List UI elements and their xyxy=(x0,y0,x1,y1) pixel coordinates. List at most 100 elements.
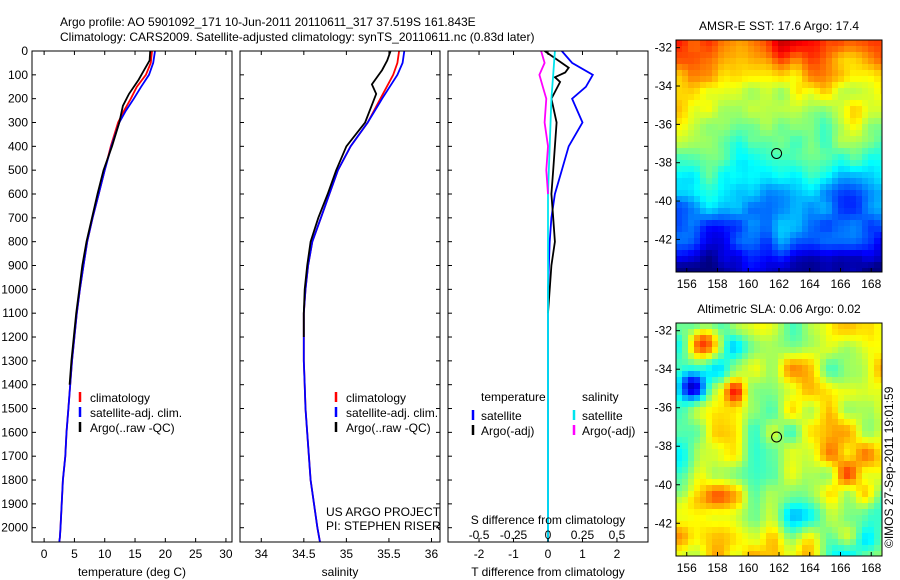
temperature-profile-ytick-label: 1400 xyxy=(1,378,28,392)
sst-map-xtick-label: 168 xyxy=(861,277,881,291)
temperature-profile-ytick-label: 600 xyxy=(8,187,28,201)
sst-map-xtick-label: 156 xyxy=(677,277,697,291)
sla-map-ytick-label: -38 xyxy=(655,439,673,453)
sla-map-ytick-label: -34 xyxy=(655,362,673,376)
salinity-profile-xtick-label: 34 xyxy=(255,547,269,561)
sst-map-ytick-label: -34 xyxy=(655,79,673,93)
difference-profile-xtick-label: 1 xyxy=(579,547,586,561)
sst-map-ytick-label: -38 xyxy=(655,156,673,170)
temperature-profile-ytick-label: 400 xyxy=(8,139,28,153)
difference-profile-xtick-label: -1 xyxy=(508,547,519,561)
sla-map-field xyxy=(676,323,882,556)
sst-map-xtick-label: 162 xyxy=(769,277,789,291)
temperature-profile-xlabel: temperature (deg C) xyxy=(78,565,186,579)
temperature-profile-ytick-label: 1800 xyxy=(1,473,28,487)
temperature-profile-ytick-label: 100 xyxy=(8,68,28,82)
sla-map-ytick-label: -36 xyxy=(655,401,673,415)
difference-profile-xtick-label: 2 xyxy=(614,547,621,561)
difference-profile-series-0 xyxy=(547,51,595,542)
sst-map-ytick-label: -32 xyxy=(655,41,673,55)
diff-legend-temp-item: satellite xyxy=(481,409,522,423)
diff-top-tick-label: -0.25 xyxy=(500,528,528,542)
temperature-profile-legend-item: Argo(..raw -QC) xyxy=(90,421,175,435)
sla-map-xtick-label: 160 xyxy=(738,561,758,575)
salinity-profile-series-2 xyxy=(302,51,392,337)
credit-pi: PI: STEPHEN RISER xyxy=(326,519,441,533)
temperature-profile-xtick-label: 30 xyxy=(219,547,233,561)
temperature-profile-ytick-label: 1100 xyxy=(2,306,28,320)
sla-map-title: Altimetric SLA: 0.06 Argo: 0.02 xyxy=(697,302,861,316)
temperature-profile-ytick-label: 2000 xyxy=(1,521,28,535)
temperature-profile-series-2 xyxy=(68,51,152,385)
temperature-profile-xtick-label: 10 xyxy=(98,547,112,561)
sla-map-xtick-label: 168 xyxy=(861,561,881,575)
temperature-profile-xtick-label: 0 xyxy=(41,547,48,561)
sst-map-xtick-label: 164 xyxy=(800,277,820,291)
salinity-profile-xlabel: salinity xyxy=(322,565,359,579)
difference-profile-xlabel: T difference from climatology xyxy=(471,565,625,579)
sla-map-xtick-label: 164 xyxy=(800,561,820,575)
salinity-profile-series-1 xyxy=(302,51,406,542)
temperature-profile-ytick-label: 1500 xyxy=(1,402,28,416)
temperature-profile-legend-item: satellite-adj. clim. xyxy=(90,406,182,420)
sst-map-ytick-label: -36 xyxy=(655,117,673,131)
sla-map-xtick-label: 162 xyxy=(769,561,789,575)
temperature-profile-ytick-label: 500 xyxy=(8,163,28,177)
diff-top-tick-label: 0.5 xyxy=(609,528,626,542)
diff-legend-temp-item: Argo(-adj) xyxy=(481,424,534,438)
sla-map-ytick-label: -32 xyxy=(655,324,673,338)
sla-map-ytick-label: -40 xyxy=(655,478,673,492)
temperature-profile-ytick-label: 1900 xyxy=(1,497,28,511)
temperature-profile-ytick-label: 1300 xyxy=(1,354,28,368)
diff-legend-sal-item: Argo(-adj) xyxy=(582,424,635,438)
sla-map-xtick-label: 156 xyxy=(677,561,697,575)
difference-profile-series-1 xyxy=(544,51,570,314)
salinity-profile-xtick-label: 35.5 xyxy=(377,547,401,561)
salinity-profile-legend-item: satellite-adj. clim. xyxy=(346,406,438,420)
sst-map-xtick-label: 166 xyxy=(830,277,850,291)
sla-map-ytick-label: -42 xyxy=(655,516,673,530)
temperature-profile-xtick-label: 20 xyxy=(159,547,173,561)
sst-map-field xyxy=(676,40,882,272)
sst-map-argo-marker xyxy=(771,147,783,159)
salinity-profile-legend-item: climatology xyxy=(346,391,406,405)
temperature-profile-ytick-label: 900 xyxy=(8,259,28,273)
diff-top-tick-label: 0.25 xyxy=(571,528,595,542)
diff-top-tick-label: -0.5 xyxy=(469,528,490,542)
temperature-profile-ytick-label: 0 xyxy=(21,44,28,58)
temperature-profile-ytick-label: 1200 xyxy=(1,330,28,344)
diff-legend-salinity-title: salinity xyxy=(582,390,619,404)
header-line-1: Argo profile: AO 5901092_171 10-Jun-2011… xyxy=(60,15,476,29)
sst-map-ytick-label: -42 xyxy=(655,232,673,246)
temperature-profile-ytick-label: 200 xyxy=(8,92,28,106)
sla-map-xtick-label: 166 xyxy=(830,561,850,575)
salinity-profile-xtick-label: 35 xyxy=(340,547,354,561)
sst-map-xtick-label: 160 xyxy=(738,277,758,291)
salinity-profile-frame xyxy=(239,50,441,543)
diff-top-tick-label: 0 xyxy=(545,528,552,542)
temperature-profile-ytick-label: 700 xyxy=(8,211,28,225)
credit-project: US ARGO PROJECT xyxy=(326,505,441,519)
diff-legend-sal-item: satellite xyxy=(582,409,623,423)
temperature-profile-legend-item: climatology xyxy=(90,391,150,405)
header-line-2: Climatology: CARS2009. Satellite-adjuste… xyxy=(60,30,535,44)
difference-profile-xtick-label: -2 xyxy=(474,547,485,561)
temperature-profile-ytick-label: 800 xyxy=(8,235,28,249)
temperature-profile-xtick-label: 15 xyxy=(128,547,142,561)
sst-map-title: AMSR-E SST: 17.6 Argo: 17.4 xyxy=(699,19,859,33)
temperature-profile-xtick-label: 5 xyxy=(71,547,78,561)
salinity-profile-series-0 xyxy=(302,51,400,542)
sla-map-xtick-label: 158 xyxy=(707,561,727,575)
difference-profile-xtick-label: 0 xyxy=(545,547,552,561)
temperature-profile-frame xyxy=(31,50,233,543)
temperature-profile-ytick-label: 1600 xyxy=(1,425,28,439)
sla-map-argo-marker xyxy=(771,431,783,443)
temperature-profile-xtick-label: 25 xyxy=(189,547,203,561)
temperature-profile-series-0 xyxy=(58,51,153,542)
salinity-profile-legend-item: Argo(..raw -QC) xyxy=(346,421,431,435)
difference-profile-series-3 xyxy=(538,51,549,195)
diff-legend-temperature-title: temperature xyxy=(481,390,546,404)
diff-top-axis-label: S difference from climatology xyxy=(471,513,626,527)
temperature-profile-series-1 xyxy=(58,51,156,542)
sst-map-xtick-label: 158 xyxy=(707,277,727,291)
